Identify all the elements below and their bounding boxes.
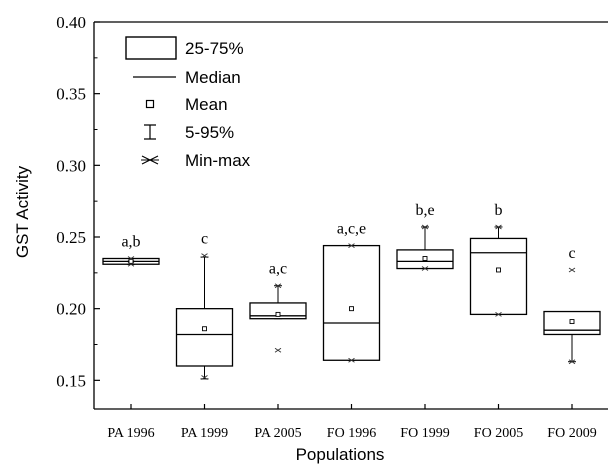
minmax-marker	[495, 224, 502, 230]
significance-letters: c	[201, 231, 208, 248]
significance-letters: b,e	[415, 202, 434, 219]
box-group: a,c	[249, 261, 307, 353]
y-tick-label: 0.20	[56, 300, 86, 319]
y-tick-label: 0.35	[56, 85, 86, 104]
box-group: c	[175, 231, 234, 380]
y-axis-label: GST Activity	[13, 165, 32, 258]
minmax-marker	[421, 266, 429, 271]
x-tick-label: PA 1996	[107, 426, 154, 441]
x-tick-label: FO 1999	[400, 426, 449, 441]
legend-box-swatch	[125, 36, 177, 60]
x-axis-ticks: PA 1996 PA 1999 PA 2005 FO 1996 FO 1999 FO 20…	[107, 404, 597, 441]
box-group: b	[469, 202, 528, 317]
mean-marker	[128, 258, 134, 264]
y-tick-label: 0.30	[56, 156, 86, 175]
minmax-marker	[201, 375, 208, 380]
iqr-box	[322, 244, 381, 361]
minmax-marker	[421, 224, 429, 230]
box-group: a,b	[102, 234, 160, 267]
significance-letters: a,c	[269, 261, 287, 278]
legend-item: Median	[133, 68, 241, 87]
iqr-box	[469, 237, 528, 316]
box-group: c	[543, 245, 601, 365]
legend-whisker-swatch	[144, 124, 156, 140]
minmax-marker	[495, 312, 502, 317]
legend-label: Min-max	[185, 151, 251, 170]
mean-marker	[275, 311, 281, 317]
minmax-marker	[127, 256, 135, 261]
mean-marker	[202, 326, 207, 332]
legend-minmax-swatch	[141, 155, 159, 165]
minmax-marker	[348, 243, 355, 248]
y-tick-label: 0.15	[56, 371, 86, 390]
y-tick-label: 0.25	[56, 228, 86, 247]
minmax-marker	[568, 359, 576, 365]
minmax-marker	[274, 283, 282, 289]
x-tick-label: PA 1999	[181, 426, 228, 441]
mean-marker	[349, 306, 354, 312]
box-group: a,c,e	[322, 221, 381, 363]
significance-letters: a,b	[121, 234, 140, 251]
minmax-marker	[201, 253, 208, 259]
minmax-marker	[127, 261, 135, 267]
box-group: b,e	[396, 202, 454, 271]
significance-letters: a,c,e	[337, 221, 366, 238]
boxes: a,b c a,c a,c,e b,e b c	[102, 202, 601, 380]
x-tick-label: FO 1996	[327, 426, 376, 441]
iqr-box	[249, 302, 307, 320]
legend-item: 5-95%	[144, 123, 234, 142]
minmax-marker	[348, 357, 355, 363]
legend-item: 25-75%	[125, 36, 244, 60]
legend: 25-75% Median Mean 5-95% Min-max	[125, 36, 251, 170]
legend-label: Median	[185, 68, 241, 87]
mean-marker	[496, 267, 501, 273]
significance-letters: c	[568, 245, 575, 262]
x-tick-label: FO 2009	[547, 426, 596, 441]
significance-letters: b	[495, 202, 503, 219]
y-tick-label: 0.40	[56, 13, 86, 32]
x-tick-label: PA 2005	[254, 426, 301, 441]
legend-mean-swatch	[145, 99, 155, 109]
legend-label: 5-95%	[185, 123, 234, 142]
mean-marker	[422, 256, 428, 261]
legend-item: Mean	[145, 95, 228, 114]
x-axis-label: Populations	[296, 445, 385, 464]
legend-label: Mean	[185, 95, 228, 114]
y-axis-ticks: 0.15 0.20 0.25 0.30 0.35 0.40	[56, 13, 100, 390]
iqr-box	[175, 308, 234, 367]
mean-marker	[569, 319, 575, 325]
x-tick-label: FO 2005	[474, 426, 523, 441]
legend-item: Min-max	[141, 151, 251, 170]
minmax-marker	[274, 347, 282, 353]
minmax-marker	[568, 267, 576, 273]
legend-label: 25-75%	[185, 39, 244, 58]
